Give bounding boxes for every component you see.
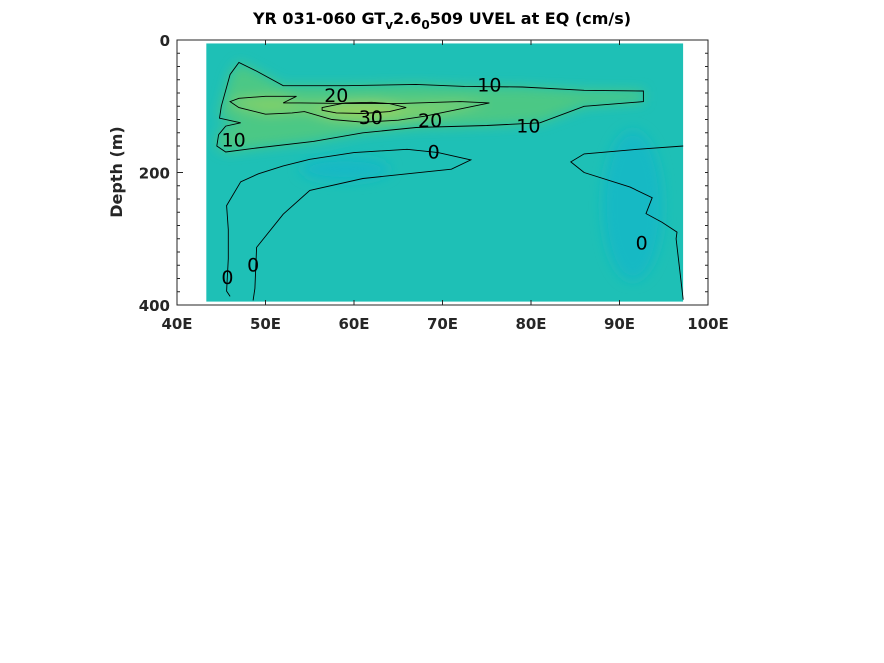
contour-label: 20 <box>324 85 348 107</box>
x-tick-label: 80E <box>515 315 546 333</box>
contour-line-20 <box>229 95 490 123</box>
field-band-negative <box>300 157 391 182</box>
x-tick-label: 40E <box>161 315 192 333</box>
contour-label: 10 <box>516 115 540 137</box>
contour-line-0 <box>570 145 684 300</box>
chart-title-sub1: v <box>385 18 393 32</box>
y-tick-label: 400 <box>139 297 170 315</box>
contour-label: 0 <box>247 255 259 277</box>
chart-title-suffix: 509 UVEL at EQ (cm/s) <box>430 9 631 28</box>
contour-label: 0 <box>428 141 440 163</box>
contour-line-10 <box>216 61 644 153</box>
y-tick-label: 200 <box>139 165 170 183</box>
contour-line-30 <box>321 101 407 114</box>
chart-title-prefix: YR 031-060 GT <box>252 9 385 28</box>
velocity-field <box>206 43 684 302</box>
field-band-30 <box>322 102 407 114</box>
contour-label: 10 <box>477 74 501 96</box>
x-tick-label: 70E <box>427 315 458 333</box>
x-tick-label: 50E <box>250 315 281 333</box>
chart-title: YR 031-060 GTv2.60509 UVEL at EQ (cm/s) <box>252 9 631 32</box>
chart-title-sub2: 0 <box>421 18 429 32</box>
contour-label: 0 <box>636 233 648 255</box>
contour-label: 10 <box>222 129 246 151</box>
contour-label: 30 <box>359 107 383 129</box>
x-tick-label: 90E <box>604 315 635 333</box>
contour-label: 0 <box>221 267 233 289</box>
y-axis-title: Depth (m) <box>107 126 126 218</box>
contour-lines <box>216 61 684 301</box>
contour-label: 20 <box>418 110 442 132</box>
chart-title-mid: 2.6 <box>393 9 421 28</box>
field-band-negative <box>602 130 663 281</box>
y-tick-label: 0 <box>160 32 170 50</box>
x-tick-label: 60E <box>338 315 369 333</box>
x-tick-label: 100E <box>687 315 729 333</box>
contour-line-0 <box>226 148 473 301</box>
